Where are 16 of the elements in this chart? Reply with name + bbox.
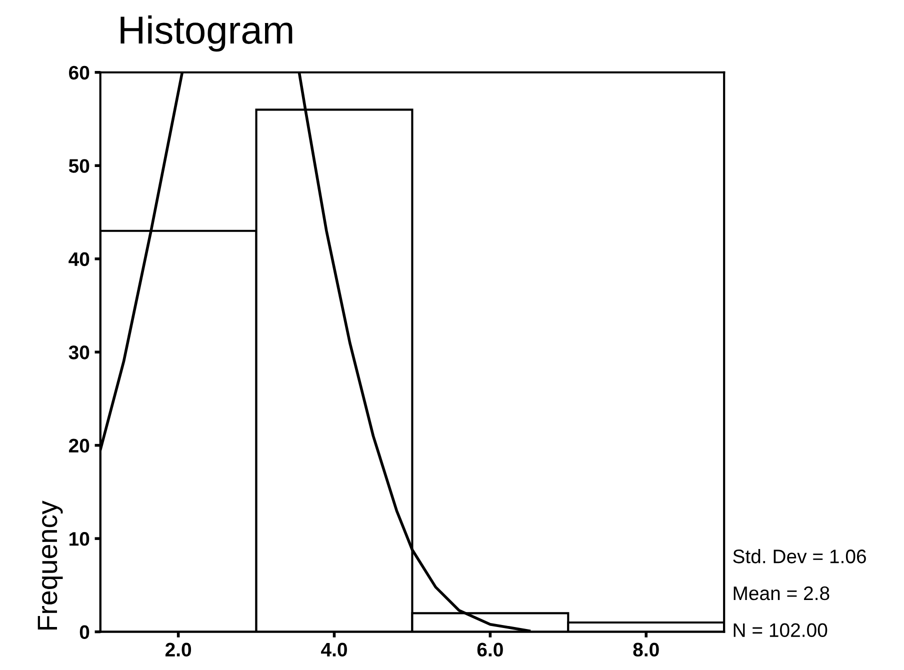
y-tick-label: 30: [68, 346, 90, 360]
y-tick-label: 20: [68, 438, 90, 453]
text: N = 102.00: [734, 623, 828, 638]
x-tick-label: 8.0: [633, 642, 659, 657]
y-tick-label: 50: [68, 159, 90, 173]
y-tick-label: 60: [69, 66, 90, 80]
y-axis-title: Frequency: [38, 500, 63, 630]
x-tick-label: 6.0: [477, 642, 503, 657]
chart-title: Histogram: [120, 15, 292, 52]
x-tick-label: 2.0: [165, 642, 192, 657]
y-tick-label: 0: [80, 625, 90, 640]
y-tick-label: 40: [68, 252, 90, 266]
x-tick-label: 4.0: [321, 642, 347, 657]
y-tick-label: 10: [70, 532, 90, 546]
text: Mean = 2.8: [734, 586, 830, 600]
text: Std. Dev = 1.06: [733, 549, 866, 564]
